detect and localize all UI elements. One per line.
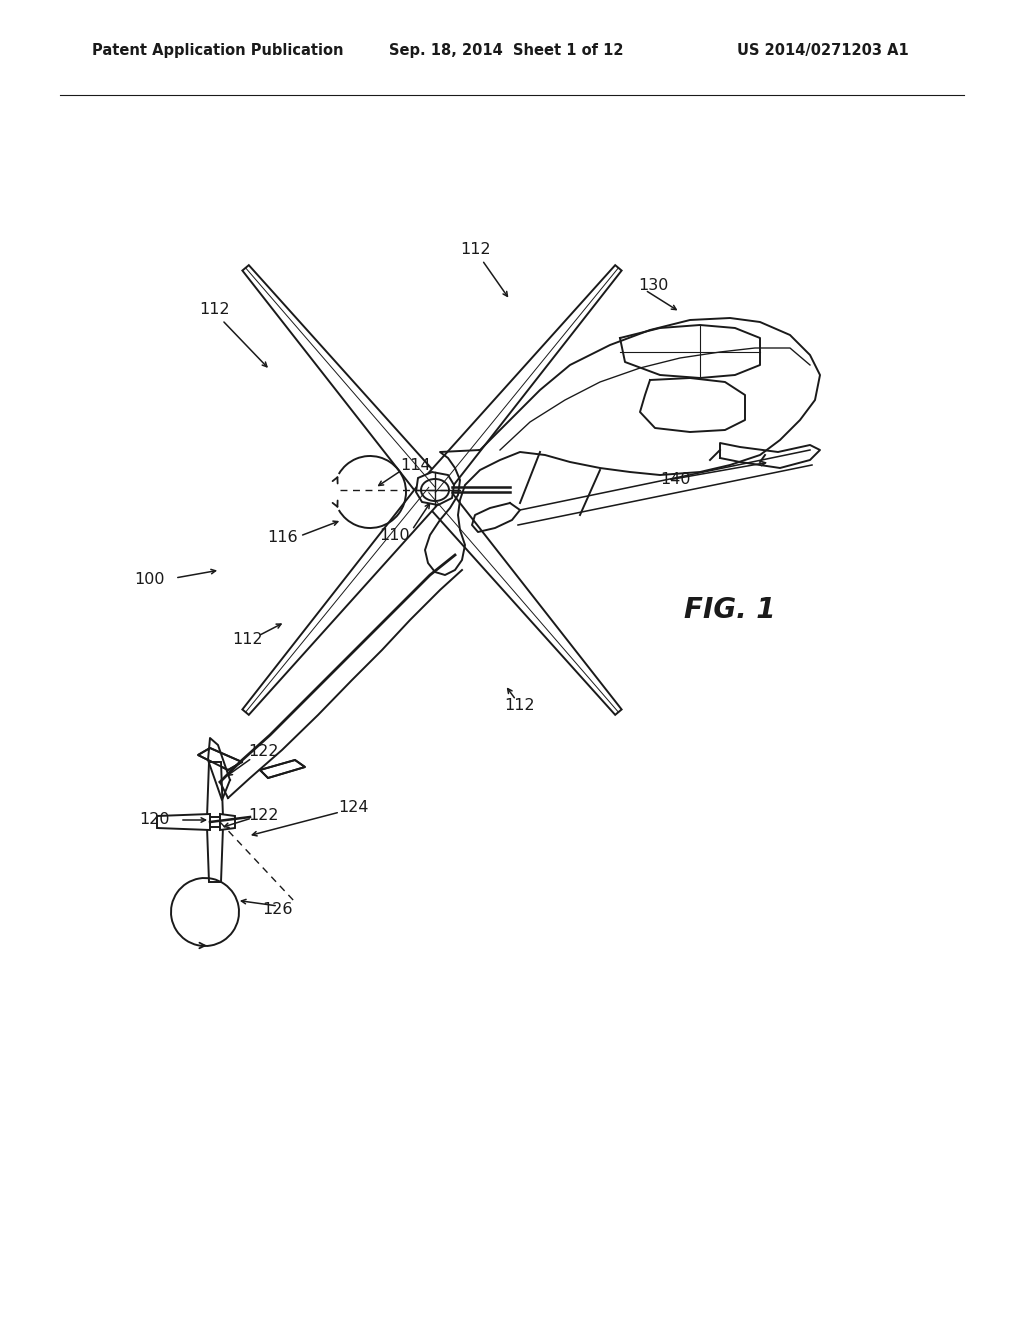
Text: 110: 110 — [379, 528, 410, 543]
Polygon shape — [416, 473, 454, 506]
Polygon shape — [421, 265, 622, 499]
Text: 114: 114 — [400, 458, 431, 473]
Polygon shape — [243, 265, 442, 499]
Polygon shape — [207, 762, 223, 817]
Text: 140: 140 — [660, 473, 690, 487]
Polygon shape — [421, 480, 622, 715]
Text: 124: 124 — [338, 800, 369, 816]
Text: US 2014/0271203 A1: US 2014/0271203 A1 — [737, 44, 909, 58]
Text: 126: 126 — [263, 903, 293, 917]
Circle shape — [207, 814, 223, 830]
Text: 100: 100 — [134, 573, 165, 587]
Text: 112: 112 — [232, 632, 263, 648]
Polygon shape — [243, 480, 442, 715]
Polygon shape — [207, 828, 223, 882]
Text: 112: 112 — [200, 302, 230, 318]
Text: Sep. 18, 2014  Sheet 1 of 12: Sep. 18, 2014 Sheet 1 of 12 — [389, 44, 624, 58]
Text: 112: 112 — [505, 697, 536, 713]
Text: 120: 120 — [139, 813, 170, 828]
Text: FIG. 1: FIG. 1 — [684, 597, 776, 624]
Text: 130: 130 — [638, 277, 669, 293]
Polygon shape — [220, 814, 234, 830]
Text: 116: 116 — [267, 531, 298, 545]
Polygon shape — [157, 814, 210, 830]
Text: 122: 122 — [248, 744, 279, 759]
Polygon shape — [260, 760, 305, 777]
Text: 112: 112 — [461, 243, 492, 257]
Polygon shape — [198, 748, 242, 770]
Text: 122: 122 — [248, 808, 279, 822]
Text: Patent Application Publication: Patent Application Publication — [92, 44, 344, 58]
